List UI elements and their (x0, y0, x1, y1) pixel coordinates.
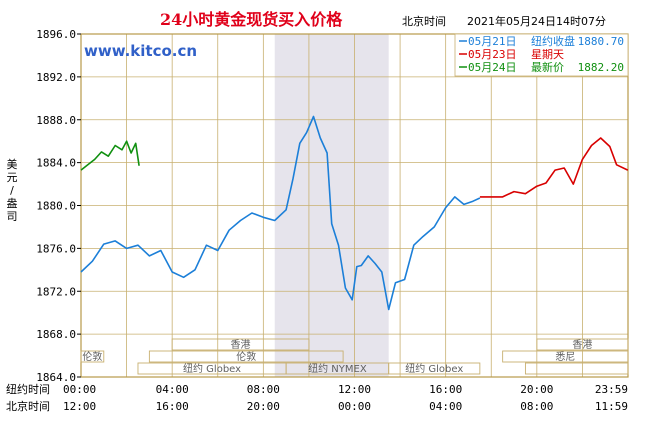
session-label: 香港 (572, 339, 592, 351)
timestamp: 2021年05月24日14时07分 (467, 14, 606, 28)
session-band (502, 350, 629, 363)
x-tick-ny: 04:00 (156, 383, 189, 396)
legend-date: 05月24日 (468, 61, 517, 74)
y-label-char: 美 (7, 158, 18, 171)
y-tick-label: 1892.0 (36, 71, 76, 84)
legend-value: 1880.70 (578, 35, 624, 48)
session-band (524, 362, 629, 375)
series-line (80, 140, 140, 171)
watermark: www.kitco.cn (84, 42, 197, 60)
legend-label: 星期天 (531, 48, 564, 61)
series-line (80, 115, 481, 311)
series-line (479, 137, 629, 198)
ny-time-label: 纽约时间 (6, 382, 50, 396)
y-label-char: 盎 (7, 196, 18, 210)
x-axis-ticks: 00:00 12:00 04:00 16:00 08:00 20:00 12:00 00:00… (63, 383, 628, 413)
y-tick-label: 1896.0 (36, 28, 76, 41)
legend-label: 纽约收盘 (531, 34, 575, 48)
y-label-char: 司 (7, 210, 18, 223)
session-label: 纽约 NYMEX (308, 362, 367, 375)
x-tick-bj: 20:00 (247, 400, 280, 413)
session-band (148, 350, 344, 363)
x-tick-bj: 12:00 (63, 400, 96, 413)
session-label: 伦敦 (236, 350, 256, 363)
session-band (80, 350, 105, 363)
y-tick-label: 1876.0 (36, 242, 76, 255)
y-label-char: 元 (7, 171, 18, 184)
legend-date: 05月21日 (468, 35, 517, 48)
session-label: 悉尼 (555, 351, 575, 363)
x-tick-bj: 16:00 (156, 400, 189, 413)
y-tick-label: 1864.0 (36, 371, 76, 384)
y-tick-label: 1880.0 (36, 200, 76, 213)
legend: 05月21日 纽约收盘 1880.70 05月23日 星期天 05月24日 最新价 1882.… (454, 33, 629, 77)
y-tick-label: 1888.0 (36, 114, 76, 127)
session-band (388, 362, 481, 375)
x-tick-ny: 12:00 (338, 383, 371, 396)
session-band (536, 338, 629, 351)
x-tick-bj: 04:00 (429, 400, 462, 413)
chart-title: 24小时黄金现货买入价格 (160, 10, 343, 29)
timestamp-label: 北京时间 (402, 14, 446, 28)
y-axis-label: 美元/盎司 (7, 158, 18, 223)
x-tick-ny: 20:00 (520, 383, 553, 396)
y-tick-label: 1868.0 (36, 328, 76, 341)
x-tick-bj: 11:59 (595, 400, 628, 413)
session-band (171, 338, 310, 351)
x-tick-bj: 08:00 (520, 400, 553, 413)
y-label-char: / (10, 184, 14, 197)
bj-time-label: 北京时间 (6, 399, 50, 413)
legend-label: 最新价 (531, 60, 564, 74)
x-tick-bj: 00:00 (338, 400, 371, 413)
x-tick-ny: 00:00 (63, 383, 96, 396)
session-label: 纽约 Globex (405, 362, 463, 375)
x-tick-ny: 23:59 (595, 383, 628, 396)
x-tick-ny: 16:00 (429, 383, 462, 396)
x-tick-ny: 08:00 (247, 383, 280, 396)
y-axis-ticks: 1864.0 1868.0 1872.0 1876.0 1880.0 1884.0 1888… (36, 28, 81, 384)
session-label: 纽约 Globex (183, 362, 241, 375)
y-tick-label: 1884.0 (36, 157, 76, 170)
session-label: 香港 (231, 339, 251, 351)
session-label: 伦敦 (82, 350, 102, 363)
y-tick-label: 1872.0 (36, 285, 76, 298)
legend-box (454, 33, 629, 77)
legend-date: 05月23日 (468, 48, 517, 61)
legend-value: 1882.20 (578, 61, 624, 74)
price-series (80, 115, 629, 311)
